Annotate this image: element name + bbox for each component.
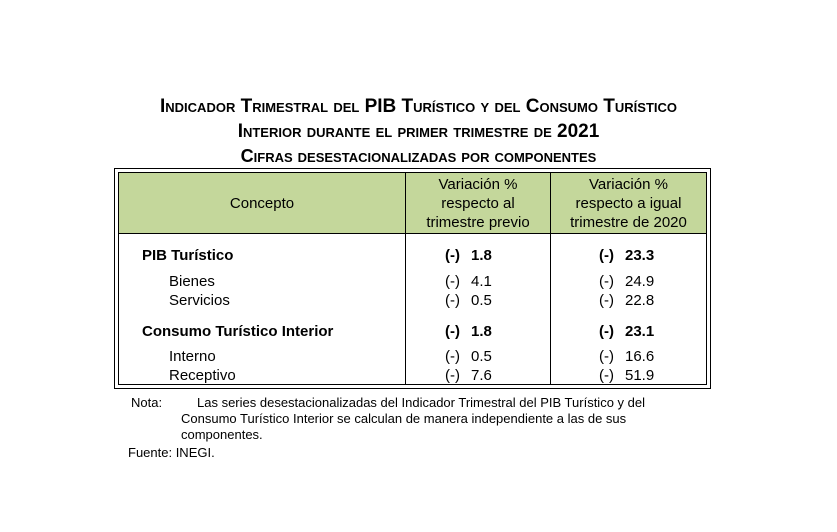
header-col2-line: Variación % — [438, 175, 518, 193]
table-row-receptivo: Receptivo (-) 7.6 (-) 51.9 — [119, 366, 706, 385]
header-variacion-igual-trimestre: Variación % respecto a igual trimestre d… — [551, 173, 706, 233]
table-row-servicios: Servicios (-) 0.5 (-) 22.8 — [119, 291, 706, 310]
row-value-col3: (-) 51.9 — [599, 367, 655, 384]
row-value-col3: (-) 16.6 — [599, 348, 655, 365]
row-value-col2: (-) 0.5 — [445, 292, 492, 309]
title-line-2: Interior durante el primer trimestre de … — [237, 121, 600, 142]
row-value-col2: (-) 1.8 — [445, 323, 492, 340]
row-value-col3: (-) 23.1 — [599, 323, 655, 340]
row-value-col3: (-) 24.9 — [599, 273, 655, 290]
row-value-col2: (-) 0.5 — [445, 348, 492, 365]
source-note: Fuente: INEGI. — [128, 445, 215, 460]
header-col3-line: Variación % — [589, 175, 668, 193]
column-divider-1 — [405, 173, 406, 384]
header-col2-line: trimestre previo — [426, 213, 530, 231]
title-line-3: Cifras desestacionalizadas por component… — [240, 146, 597, 166]
table-row-bienes: Bienes (-) 4.1 (-) 24.9 — [119, 272, 706, 291]
row-value-col3: (-) 23.3 — [599, 247, 655, 264]
title-line-1: Indicador Trimestral del PIB Turístico y… — [160, 96, 677, 117]
header-concepto: Concepto — [229, 194, 295, 212]
note-line-2: Consumo Turístico Interior se calculan d… — [181, 411, 627, 426]
table-header-background — [119, 173, 706, 234]
table-row-consumo-turistico-interior: Consumo Turístico Interior (-) 1.8 (-) 23.… — [119, 322, 706, 341]
note-label: Nota: — [131, 395, 163, 410]
table-inner-border — [118, 172, 707, 385]
header-col3-line: trimestre de 2020 — [570, 213, 687, 231]
note-line-3: componentes. — [181, 427, 263, 442]
row-value-col2: (-) 7.6 — [445, 367, 492, 384]
column-divider-2 — [550, 173, 551, 384]
table-row-interno: Interno (-) 0.5 (-) 16.6 — [119, 347, 706, 366]
row-label: Receptivo — [169, 367, 236, 384]
row-label: Interno — [169, 348, 216, 365]
row-label: PIB Turístico — [142, 247, 234, 264]
row-value-col2: (-) 1.8 — [445, 247, 492, 264]
table-outer-border — [114, 168, 711, 389]
row-value-col3: (-) 22.8 — [599, 292, 655, 309]
header-variacion-trimestre-previo: Variación % respecto al trimestre previo — [406, 173, 550, 233]
table-row-pib-turistico: PIB Turístico (-) 1.8 (-) 23.3 — [119, 246, 706, 265]
row-label: Consumo Turístico Interior — [142, 323, 334, 340]
row-label: Bienes — [169, 273, 215, 290]
header-col3-line: respecto a igual — [575, 194, 682, 212]
header-col2-line: respecto al — [441, 194, 515, 212]
row-value-col2: (-) 4.1 — [445, 273, 492, 290]
row-label: Servicios — [169, 292, 230, 309]
note-line-1: Las series desestacionalizadas del Indic… — [197, 395, 645, 410]
